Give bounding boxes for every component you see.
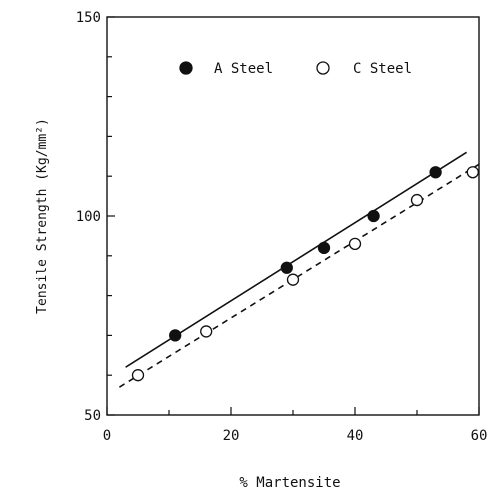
x-tick-label: 60 <box>471 428 488 444</box>
tick-marks <box>106 16 480 416</box>
legend-label-c-steel: C Steel <box>353 61 412 77</box>
c-steel-point <box>348 237 362 251</box>
tick-labels: 0 20 40 60 50 100 150 <box>76 10 488 444</box>
x-axis-label: % Martensite <box>239 475 340 491</box>
x-tick-label: 40 <box>347 428 364 444</box>
legend-marker-c-steel <box>316 61 330 75</box>
y-tick-label: 50 <box>84 408 101 424</box>
c-steel-point <box>466 166 479 179</box>
fit-line-c-steel <box>118 163 480 388</box>
fit-lines <box>118 151 480 388</box>
c-steel-point <box>410 193 424 207</box>
a-steel-point <box>317 241 331 254</box>
c-steel-point <box>131 369 145 382</box>
a-steel-point <box>367 209 380 223</box>
x-tick-label: 0 <box>103 428 111 444</box>
legend-marker-a-steel <box>179 61 193 75</box>
legend: A Steel C Steel <box>179 61 412 77</box>
y-tick-label: 100 <box>76 209 101 225</box>
legend-label-a-steel: A Steel <box>214 61 273 77</box>
plot-area-border <box>106 16 480 416</box>
c-steel-point <box>200 325 213 338</box>
c-steel-point <box>286 273 300 286</box>
fit-line-a-steel <box>125 151 468 368</box>
y-tick-label: 150 <box>76 10 101 26</box>
plot-frame <box>106 16 480 416</box>
x-tick-label: 20 <box>223 428 240 444</box>
a-steel-point <box>169 329 182 342</box>
a-steel-point <box>280 261 293 274</box>
a-steel-point <box>429 166 442 179</box>
y-axis-label: Tensile Strength (Kg/mm²) <box>35 118 50 314</box>
data-points <box>131 166 479 382</box>
